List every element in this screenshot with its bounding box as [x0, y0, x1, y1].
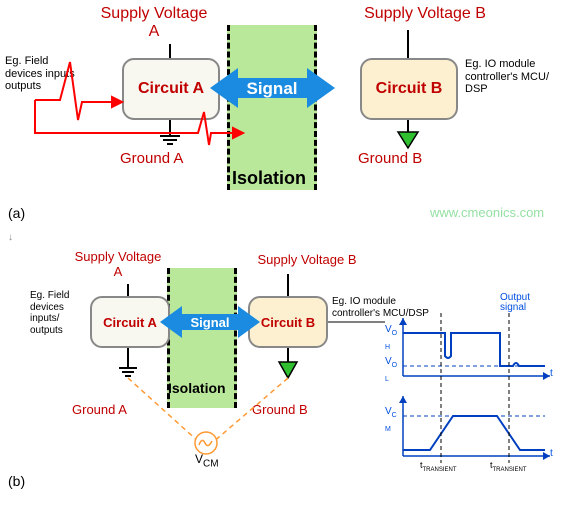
io-note-b: Eg. IO modulecontroller's MCU/DSP — [332, 296, 442, 319]
panel-b-svg: Signal — [0, 248, 567, 508]
voh-label: VOH — [385, 324, 397, 352]
circuit-a-box-b: Circuit A — [90, 296, 170, 348]
supply-a-label-b: Supply VoltageA — [58, 250, 178, 280]
isolation-label-a: Isolation — [232, 168, 306, 189]
timing-plot — [399, 313, 550, 463]
panel-a: Circuit A Circuit B Supply VoltageA Supp… — [0, 0, 567, 230]
watermark: www.cmeonics.com — [430, 205, 544, 220]
circuit-b-box: Circuit B — [360, 58, 458, 120]
isolation-barrier-a — [227, 25, 317, 190]
ground-b-label-b: Ground B — [252, 403, 308, 418]
output-signal-label: Outputsignal — [500, 293, 530, 313]
ttransient-2: tTRANSIENT — [490, 460, 527, 474]
io-note-a: Eg. IO modulecontroller's MCU/DSP — [465, 58, 565, 96]
t-axis-2: t — [550, 448, 553, 460]
panel-a-label: (a) — [8, 205, 25, 221]
isolation-label-b: Isolation — [168, 380, 226, 396]
ground-b-label: Ground B — [358, 150, 422, 167]
field-note-a: Eg. Fielddevices inputsoutputs — [5, 55, 95, 93]
vcm-plot-label: VCM — [385, 406, 397, 434]
panel-b: Circuit A Circuit B Supply VoltageA Supp… — [0, 248, 567, 508]
ground-a-label: Ground A — [120, 150, 183, 167]
vol-label: VOL — [385, 356, 397, 384]
vcm-label: VCM — [195, 453, 219, 470]
circuit-b-box-b: Circuit B — [248, 296, 328, 348]
ttransient-1: tTRANSIENT — [420, 460, 457, 474]
circuit-a-box: Circuit A — [122, 58, 220, 120]
t-axis-1: t — [550, 368, 553, 380]
supply-b-label-b: Supply Voltage B — [232, 253, 382, 268]
panel-b-label: (b) — [8, 473, 25, 489]
down-arrow-glyph: ↓ — [8, 232, 13, 243]
field-note-b: Eg. Fielddevicesinputs/outputs — [30, 290, 90, 336]
ground-a-label-b: Ground A — [72, 403, 127, 418]
supply-b-label: Supply Voltage B — [340, 5, 510, 23]
supply-a-label: Supply VoltageA — [84, 5, 224, 42]
